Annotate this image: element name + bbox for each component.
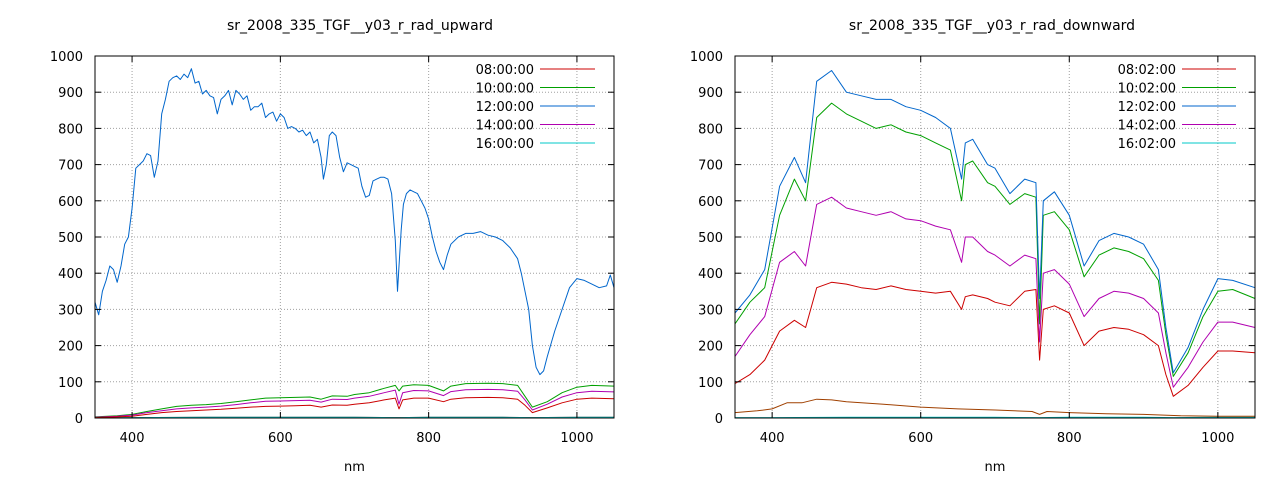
x-tick-label: 800 [1057, 431, 1082, 446]
y-tick-label: 300 [58, 303, 83, 318]
y-tick-label: 600 [698, 195, 723, 210]
y-tick-label: 100 [58, 376, 83, 391]
legend-label: 16:00:00 [476, 137, 534, 152]
series-line-5 [734, 398, 1255, 417]
series-line-3 [94, 388, 615, 418]
chart-downward: 400 600 800 1000 0 100 200 300 400 500 600 700 800 90… [690, 18, 1256, 475]
x-tick-label: 600 [908, 431, 933, 446]
x-tick-label: 1000 [1201, 431, 1234, 446]
chart-title: sr_2008_335_TGF__y03_r_rad_downward [849, 18, 1135, 34]
y-tick-label: 600 [58, 195, 83, 210]
x-tick-label: 400 [760, 431, 785, 446]
legend-label: 08:02:00 [1118, 63, 1176, 78]
x-tick-label: 800 [416, 431, 441, 446]
y-tick-label: 800 [698, 122, 723, 137]
chart-title: sr_2008_335_TGF__y03_r_rad_upward [227, 18, 493, 34]
y-tick-label: 200 [58, 340, 83, 355]
y-tick-label: 400 [58, 267, 83, 282]
legend-label: 08:00:00 [476, 63, 534, 78]
y-tick-label: 700 [698, 159, 723, 174]
y-tick-label: 700 [58, 159, 83, 174]
x-tick-label: 400 [120, 431, 145, 446]
x-axis-label: nm [985, 460, 1006, 475]
series-line-1 [734, 102, 1256, 377]
y-tick-label: 300 [698, 303, 723, 318]
chart-upward: 400 600 800 1000 0 100 200 300 400 500 600 700 800 90… [50, 18, 615, 475]
series-line-0 [734, 281, 1256, 397]
legend-label: 12:00:00 [476, 100, 534, 115]
y-tick-label: 1000 [50, 50, 83, 65]
legend-label: 14:00:00 [476, 119, 534, 134]
y-tick-label: 0 [75, 412, 83, 427]
series-line-1 [94, 382, 615, 418]
legend-label: 10:02:00 [1118, 82, 1176, 97]
y-tick-label: 100 [698, 376, 723, 391]
y-tick-label: 1000 [690, 50, 723, 65]
series-line-2 [734, 70, 1256, 374]
series-line-2 [94, 68, 615, 376]
series-line-5 [94, 396, 615, 419]
x-axis-label: nm [344, 460, 365, 475]
y-tick-label: 0 [715, 412, 723, 427]
series-line-3 [734, 196, 1256, 388]
y-tick-label: 900 [58, 86, 83, 101]
y-tick-label: 500 [58, 231, 83, 246]
y-tick-label: 800 [58, 122, 83, 137]
legend-label: 10:00:00 [476, 82, 534, 97]
legend-label: 14:02:00 [1118, 119, 1176, 134]
legend-label: 16:02:00 [1118, 137, 1176, 152]
y-tick-label: 900 [698, 86, 723, 101]
y-tick-label: 400 [698, 267, 723, 282]
y-tick-label: 200 [698, 340, 723, 355]
y-tick-label: 500 [698, 231, 723, 246]
x-tick-label: 600 [268, 431, 293, 446]
legend-label: 12:02:00 [1118, 100, 1176, 115]
x-tick-label: 1000 [560, 431, 593, 446]
